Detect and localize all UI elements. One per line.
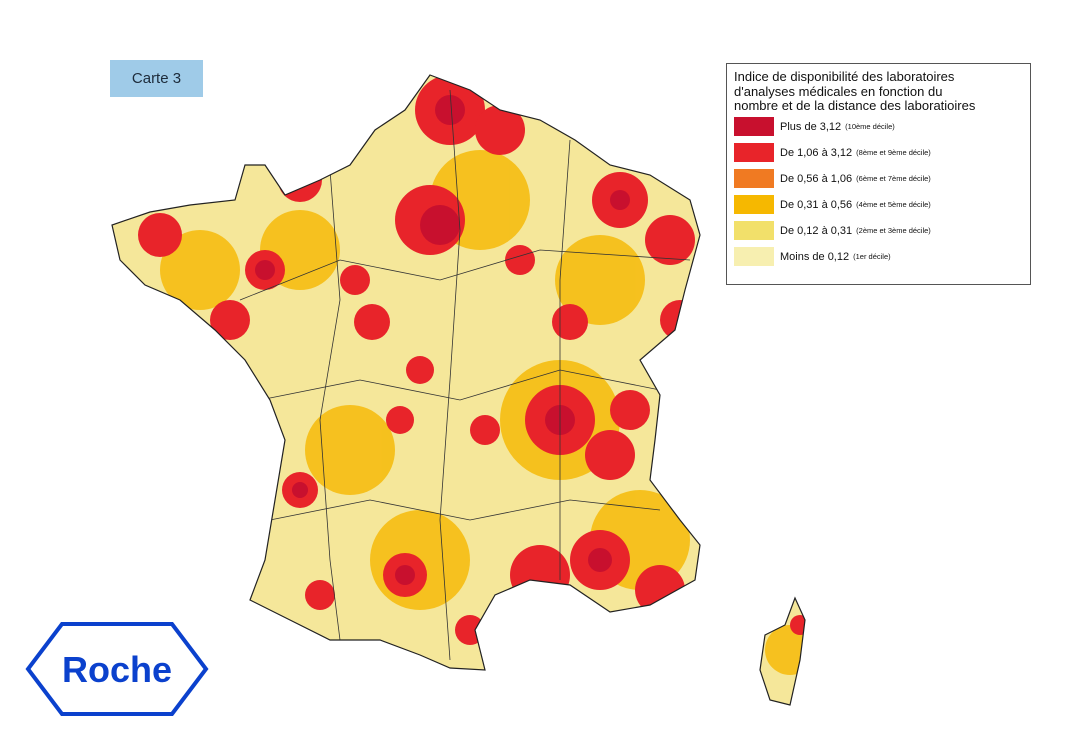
legend-item: Moins de 0,12 (1er décile) bbox=[734, 244, 1023, 270]
legend-item: Plus de 3,12 (10ème décile) bbox=[734, 114, 1023, 140]
legend-title: Indice de disponibilité des laboratoires bbox=[734, 69, 955, 84]
legend-note: (6ème et 7ème décile) bbox=[856, 174, 931, 183]
legend-note: (1er décile) bbox=[853, 252, 891, 261]
legend-swatch bbox=[734, 221, 774, 240]
legend-item: De 0,12 à 0,31 (2ème et 3ème décile) bbox=[734, 218, 1023, 244]
legend-swatch bbox=[734, 143, 774, 162]
legend-label: Moins de 0,12 bbox=[780, 250, 850, 263]
legend-swatch bbox=[734, 195, 774, 214]
legend-title: nombre et de la distance des laboratioir… bbox=[734, 98, 976, 113]
legend-item: De 1,06 à 3,12 (8ème et 9ème décile) bbox=[734, 140, 1023, 166]
legend-label: De 0,31 à 0,56 bbox=[780, 198, 853, 211]
legend: Indice de disponibilité des laboratoires… bbox=[726, 63, 1031, 285]
legend-note: (4ème et 5ème décile) bbox=[856, 200, 931, 209]
map-fill bbox=[112, 75, 805, 705]
legend-label: De 0,56 à 1,06 bbox=[780, 172, 853, 185]
legend-swatch bbox=[734, 169, 774, 188]
legend-label: De 1,06 à 3,12 bbox=[780, 146, 853, 159]
badge: Carte 3 bbox=[110, 60, 203, 97]
legend-label: De 0,12 à 0,31 bbox=[780, 224, 853, 237]
legend-note: (8ème et 9ème décile) bbox=[856, 148, 931, 157]
map-outline bbox=[111, 74, 806, 706]
logo-text: Roche bbox=[62, 649, 172, 690]
legend-title: d'analyses médicales en fonction du bbox=[734, 83, 943, 99]
legend-item: De 0,31 à 0,56 (4ème et 5ème décile) bbox=[734, 192, 1023, 218]
legend-label: Plus de 3,12 bbox=[780, 120, 842, 133]
legend-note: (2ème et 3ème décile) bbox=[856, 226, 931, 235]
legend-swatch bbox=[734, 117, 774, 136]
logo: Roche bbox=[25, 622, 209, 716]
legend-swatch bbox=[734, 247, 774, 266]
legend-item: De 0,56 à 1,06 (6ème et 7ème décile) bbox=[734, 166, 1023, 192]
legend-note: (10ème décile) bbox=[845, 122, 895, 131]
